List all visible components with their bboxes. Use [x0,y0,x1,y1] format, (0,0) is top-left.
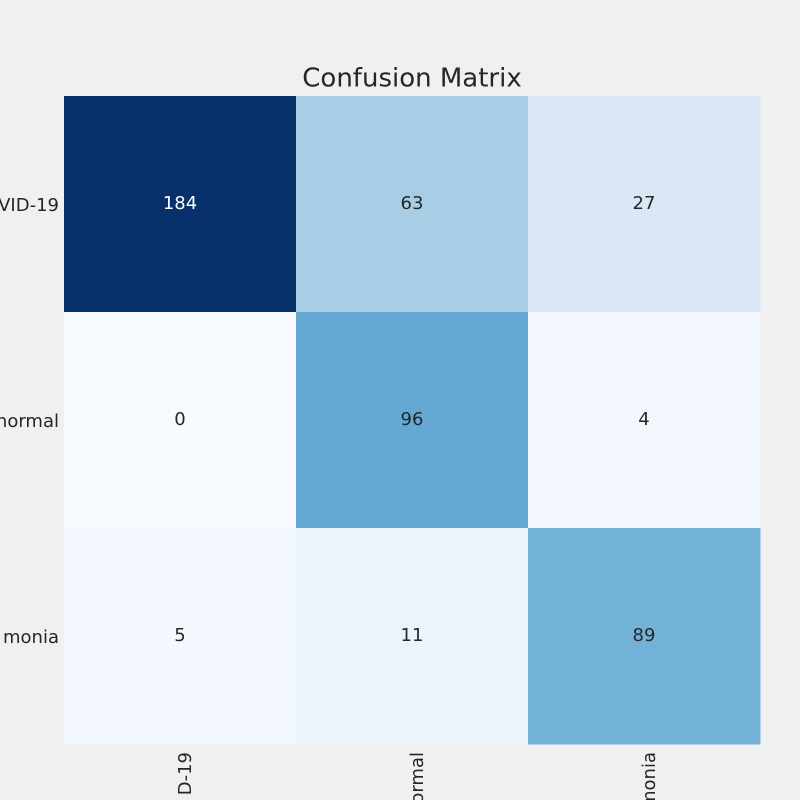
chart-title: Confusion Matrix [302,64,521,94]
cell-label: 11 [401,625,424,646]
cell-label: 27 [633,193,656,214]
cell-label: 89 [633,625,656,646]
heatmap-cell [64,312,297,529]
heatmap-cell [296,312,529,529]
heatmap-cell [64,528,297,745]
cell-label: 63 [401,193,424,214]
x-tick-label: D-19 [175,752,196,795]
y-tick-label: normal [0,411,59,432]
y-tick-label: monia [3,627,59,648]
heatmap-cell [64,96,297,313]
cell-label: 184 [163,193,197,214]
cell-label: 0 [174,409,185,430]
x-tick-label: ormal [407,752,428,800]
heatmap-cell [528,528,761,745]
heatmap-cell [528,312,761,529]
heatmap-cell [296,96,529,313]
cell-label: 4 [638,409,649,430]
cell-label: 96 [401,409,424,430]
cell-label: 5 [174,625,185,646]
x-tick-label: monia [639,752,660,800]
y-tick-label: VID-19 [0,195,59,216]
heatmap-cell [528,96,761,313]
heatmap-cell [296,528,529,745]
